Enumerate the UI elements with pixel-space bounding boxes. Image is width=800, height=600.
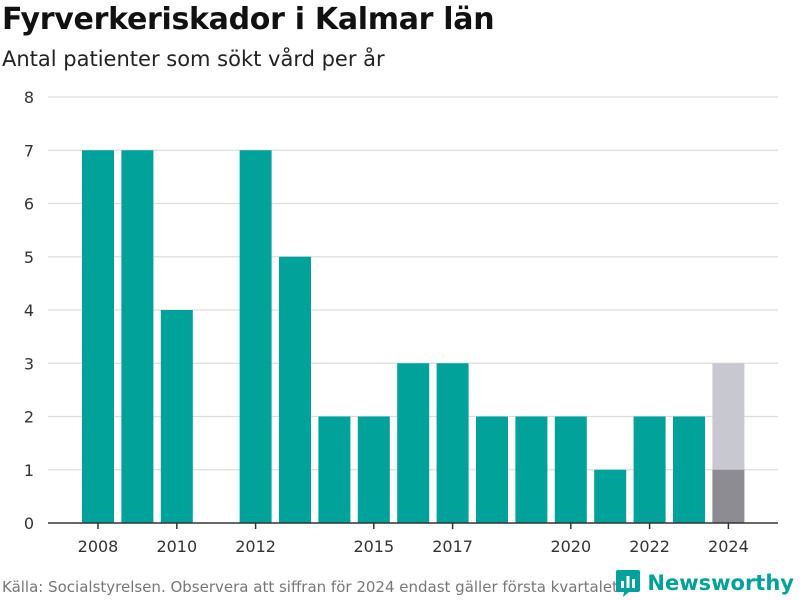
bar-2024 — [712, 469, 745, 523]
chart-title: Fyrverkeriskador i Kalmar län — [2, 2, 495, 37]
x-tick-label: 2024 — [708, 537, 749, 556]
bar-2021 — [594, 469, 627, 523]
bar-2012 — [239, 150, 272, 523]
y-tick-label: 2 — [24, 408, 34, 427]
bar-2014 — [318, 416, 351, 523]
x-tick-label: 2017 — [432, 537, 473, 556]
x-tick-label: 2008 — [78, 537, 119, 556]
y-tick-label: 3 — [24, 354, 34, 373]
newsworthy-logo-icon — [616, 570, 641, 597]
y-tick-label: 1 — [24, 461, 34, 480]
bar-2022 — [633, 416, 666, 523]
bar-2008 — [82, 150, 114, 523]
bar-2024-projected — [712, 363, 745, 470]
y-tick-label: 4 — [24, 301, 34, 320]
bar-chart: 0 1 2 3 4 5 6 7 8 2008 2010 2012 2015 2017 2020 2022 202… — [24, 88, 778, 556]
x-tick-label: 2012 — [235, 537, 276, 556]
bar-2009 — [121, 150, 154, 523]
bar-2018 — [476, 416, 508, 523]
y-tick-label: 0 — [24, 514, 34, 533]
y-tick-label: 7 — [24, 141, 34, 160]
y-tick-label: 8 — [24, 88, 34, 107]
brand-logo: Newsworthy — [615, 568, 794, 598]
bar-2023 — [673, 416, 705, 523]
bar-2020 — [554, 416, 587, 523]
source-note: Källa: Socialstyrelsen. Observera att si… — [2, 578, 623, 596]
brand-name: Newsworthy — [647, 571, 794, 595]
x-tick-label: 2010 — [156, 537, 197, 556]
bar-2015 — [357, 416, 390, 523]
bar-2019 — [515, 416, 548, 523]
chart-subtitle: Antal patienter som sökt vård per år — [2, 47, 385, 71]
bar-2016 — [397, 363, 430, 523]
x-tick-label: 2020 — [550, 537, 591, 556]
bar-2013 — [279, 256, 311, 523]
y-tick-label: 6 — [24, 195, 34, 214]
x-tick-label: 2015 — [353, 537, 394, 556]
bar-2010 — [160, 310, 193, 523]
y-tick-label: 5 — [24, 248, 34, 267]
bar-2017 — [436, 363, 469, 523]
x-tick-label: 2022 — [629, 537, 670, 556]
